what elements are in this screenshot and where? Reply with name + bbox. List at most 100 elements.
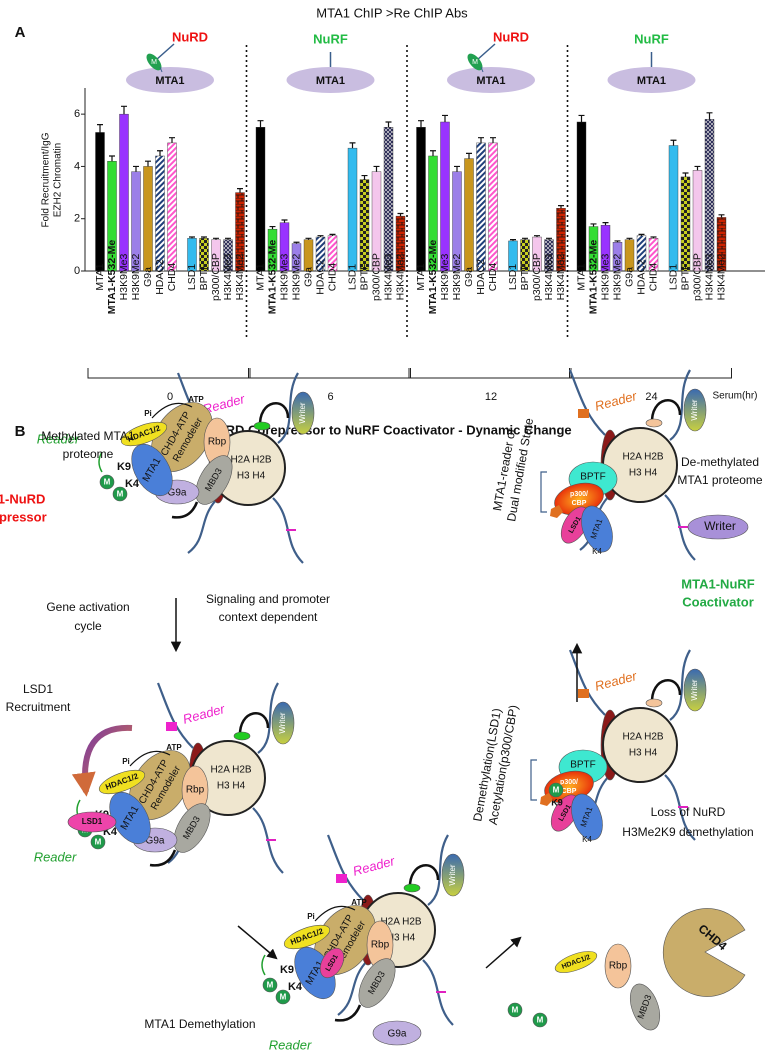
error-bar — [145, 160, 151, 167]
methyl-label: M — [512, 1006, 519, 1015]
x-tick-label: MTA1-K532-Me — [106, 240, 118, 315]
link — [159, 66, 163, 73]
mta1 — [131, 444, 173, 496]
lsd1 — [67, 811, 117, 833]
complex-protein: MTA1 — [316, 75, 345, 87]
dna — [568, 649, 606, 716]
bar — [155, 155, 165, 272]
tag-ellipse — [146, 53, 162, 71]
state-name: Coactivator — [682, 594, 754, 609]
group-label: 6 — [327, 391, 333, 403]
histone-label: H2A H2B — [380, 917, 421, 928]
arrow — [237, 925, 278, 960]
error-bar — [361, 174, 368, 180]
error-bar — [305, 237, 312, 240]
arrow — [485, 936, 522, 969]
writer-loop — [408, 864, 440, 891]
writer — [291, 391, 315, 435]
error-bar — [317, 235, 324, 238]
x-tick-label: BPTF — [358, 264, 370, 291]
writer-tag — [233, 731, 251, 741]
reader-label: Reader — [181, 701, 227, 727]
tag-label: M — [151, 59, 157, 66]
state-name: MTA1-NuRF — [681, 576, 754, 591]
x-tick-label: CHD4 — [326, 263, 338, 292]
caption: H3Me2K9 demethylation — [622, 825, 753, 839]
histone-label: H2A H2B — [230, 455, 271, 466]
g9a-label: G9a — [388, 1029, 407, 1040]
reader-label: Reader — [593, 388, 639, 414]
mta1 — [571, 793, 603, 841]
dna — [568, 369, 606, 436]
bracket — [540, 471, 547, 513]
error-bar — [169, 137, 175, 143]
writer — [683, 668, 707, 712]
histone-label: H3 H4 — [629, 468, 658, 479]
group-label: 0 — [167, 391, 173, 403]
mta1 — [109, 792, 151, 844]
x-tick-label: HDAC2 — [314, 259, 326, 295]
x-tick-label: CHD4 — [487, 263, 499, 292]
dna — [337, 959, 369, 1016]
reader-label: Reader — [593, 668, 639, 694]
x-tick-label: CHD4 — [166, 263, 178, 292]
x-tick-label: H3K9Me2 — [290, 254, 302, 301]
k4-label: K4 — [582, 835, 592, 844]
bar — [488, 142, 498, 272]
y-tick-label: 0 — [74, 265, 80, 277]
bar — [476, 142, 486, 272]
bar — [440, 121, 450, 272]
tag-ellipse — [467, 53, 483, 71]
rbp-label: Rbp — [208, 437, 227, 448]
x-tick-label: LSD1 — [186, 264, 198, 290]
reader-pentagon — [550, 505, 563, 518]
x-tick-label: MTA1-K532-Me — [587, 240, 599, 315]
x-tick-label: H3K9Me3 — [599, 254, 611, 301]
link — [476, 43, 496, 61]
writer — [687, 514, 749, 540]
g9a-label: G9a — [146, 836, 165, 847]
error-bar — [430, 150, 436, 156]
x-tick-label: HDAC2 — [635, 259, 647, 295]
bar — [416, 127, 426, 272]
x-tick-label: G9a — [142, 267, 154, 287]
complex-ellipse — [126, 67, 214, 93]
methyl-label: M — [267, 981, 274, 990]
bar — [347, 147, 358, 272]
reader-tag — [166, 722, 177, 731]
methyl-label: M — [104, 478, 111, 487]
pi-label: Pi — [307, 912, 315, 921]
group-bracket — [87, 368, 251, 379]
x-tick-label: MTA1 — [94, 263, 106, 290]
p300-label: CBP — [562, 788, 577, 795]
lsd1 — [319, 947, 345, 979]
p300-label: p300/ — [570, 491, 588, 498]
caption: Recruitment — [6, 700, 71, 714]
bar — [704, 119, 715, 272]
mbd3 — [195, 455, 233, 505]
error-bar — [349, 142, 356, 149]
dna — [669, 649, 691, 721]
x-tick-label: H3K9Me2 — [611, 254, 623, 301]
x-tick-label: MTA1 — [415, 263, 427, 290]
bptf-label: BPTF — [570, 760, 596, 771]
writer-label: Writer — [448, 864, 457, 886]
hdac — [283, 924, 331, 950]
caption: proteome — [63, 447, 114, 461]
chd4 — [662, 908, 746, 997]
bracket — [530, 759, 537, 801]
dna — [156, 682, 194, 749]
writer-label: Writer — [690, 399, 699, 421]
reader-label: Reader — [269, 1037, 312, 1050]
y-axis-label: EZH2 Chromatin — [53, 143, 64, 217]
reader-tag — [578, 689, 589, 698]
curve-arrow — [149, 849, 177, 867]
writer — [271, 701, 295, 745]
methyl-label: M — [280, 993, 287, 1002]
histone-label: H3 H4 — [237, 471, 266, 482]
writer-tag — [253, 421, 271, 431]
rbp-label: Rbp — [186, 785, 205, 796]
error-bar — [281, 219, 288, 223]
error-bar — [97, 124, 103, 133]
